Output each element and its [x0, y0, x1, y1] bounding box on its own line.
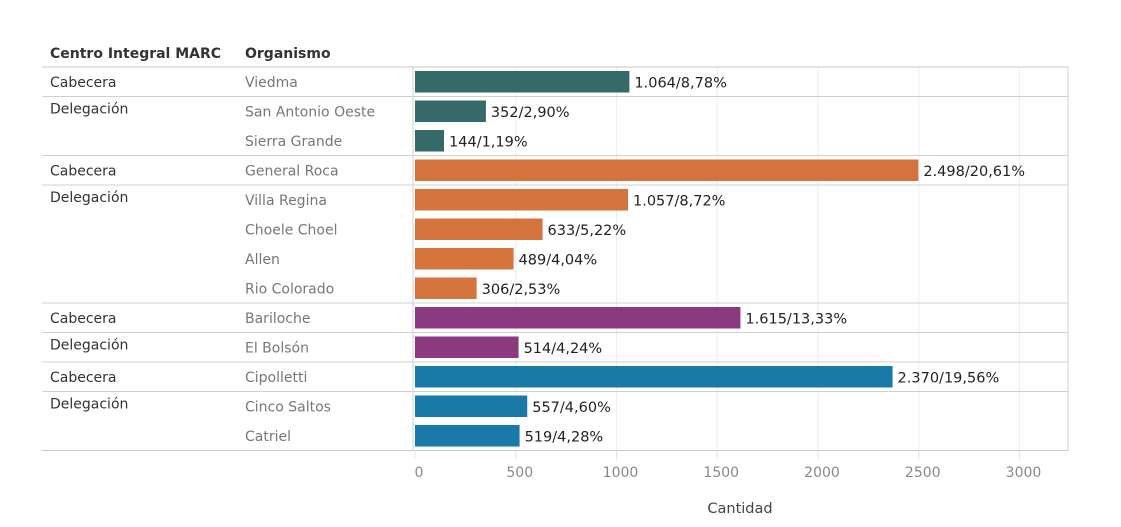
bar-villa-regina: [415, 189, 628, 211]
row-type-label: Delegación: [50, 397, 128, 413]
row-category-label: Choele Choel: [245, 222, 338, 238]
x-tick-label: 3000: [1006, 465, 1042, 481]
row-category-label: Rio Colorado: [245, 281, 334, 297]
row-category-label: Bariloche: [245, 311, 310, 327]
bar-value-label: 2.498/20,61%: [923, 164, 1025, 180]
row-type-label: Delegación: [50, 190, 128, 206]
bar-bariloche: [415, 307, 741, 329]
x-tick-label: 2000: [804, 465, 840, 481]
bar-cipolletti: [415, 366, 893, 388]
bar-cinco-saltos: [415, 395, 528, 417]
bar-value-label: 1.064/8,78%: [634, 75, 726, 91]
bar-san-antonio-oeste: [415, 100, 486, 122]
bar-value-label: 633/5,22%: [548, 223, 627, 239]
bar-value-label: 352/2,90%: [491, 105, 570, 121]
x-tick-label: 0: [415, 465, 424, 481]
bar-sierra-grande: [415, 130, 445, 152]
row-type-label: Cabecera: [50, 311, 117, 327]
row-type-label: Cabecera: [50, 163, 117, 179]
x-axis-title: Cantidad: [707, 501, 772, 517]
row-type-label: Delegación: [50, 102, 128, 118]
x-tick-label: 1000: [603, 465, 639, 481]
bar-value-label: 519/4,28%: [525, 429, 604, 445]
row-category-label: Cinco Saltos: [245, 399, 331, 415]
x-tick-label: 500: [506, 465, 533, 481]
bar-value-label: 306/2,53%: [482, 282, 561, 298]
bar-value-label: 144/1,19%: [449, 134, 528, 150]
row-type-label: Cabecera: [50, 370, 117, 386]
header-centro: Centro Integral MARC: [50, 46, 221, 62]
row-category-label: Sierra Grande: [245, 134, 342, 150]
bar-el-bolsón: [415, 336, 519, 358]
row-category-label: Villa Regina: [245, 193, 327, 209]
bar-choele-choel: [415, 218, 543, 240]
header-organismo: Organismo: [245, 46, 331, 62]
bar-value-label: 2.370/19,56%: [898, 370, 1000, 386]
bar-value-label: 557/4,60%: [532, 400, 611, 416]
x-tick-label: 1500: [703, 465, 739, 481]
row-category-label: General Roca: [245, 163, 339, 179]
row-category-label: Cipolletti: [245, 370, 307, 386]
bar-allen: [415, 248, 514, 270]
row-category-label: San Antonio Oeste: [245, 104, 375, 120]
bar-value-label: 514/4,24%: [524, 341, 603, 357]
row-category-label: El Bolsón: [245, 340, 309, 356]
row-category-label: Viedma: [245, 75, 298, 91]
bar-rio-colorado: [415, 277, 477, 299]
bar-value-label: 489/4,04%: [519, 252, 598, 268]
bar-catriel: [415, 425, 520, 447]
bar-value-label: 1.057/8,72%: [633, 193, 725, 209]
row-category-label: Catriel: [245, 429, 291, 445]
row-type-label: Cabecera: [50, 75, 117, 91]
x-tick-label: 2500: [905, 465, 941, 481]
row-category-label: Allen: [245, 252, 280, 268]
bar-value-label: 1.615/13,33%: [745, 311, 847, 327]
bar-viedma: [415, 71, 630, 93]
row-type-label: Delegación: [50, 338, 128, 354]
bar-general-roca: [415, 159, 919, 181]
